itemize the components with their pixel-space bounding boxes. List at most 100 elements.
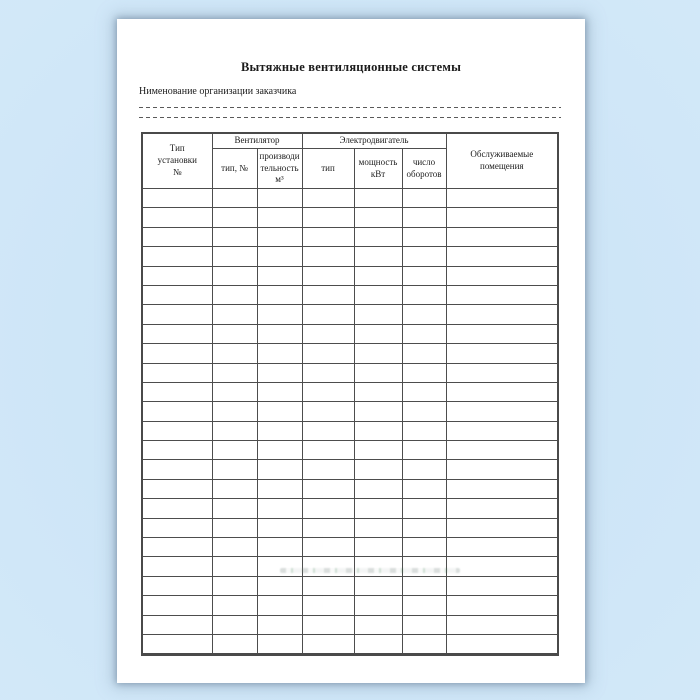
table-cell xyxy=(401,459,447,480)
table-cell xyxy=(445,226,559,248)
table-cell xyxy=(211,265,258,286)
table-cell xyxy=(301,420,355,442)
table-header: Тип установки № Вентилятор Электродвигат… xyxy=(141,132,559,189)
table-cell xyxy=(256,633,303,656)
table-cell xyxy=(141,459,213,480)
table-cell xyxy=(211,246,258,267)
table-cell xyxy=(445,246,559,267)
table-cell xyxy=(445,343,559,364)
table-cell xyxy=(445,556,559,577)
table-cell xyxy=(301,556,355,577)
table-cell xyxy=(256,420,303,442)
table-cell xyxy=(256,401,303,422)
table-cell xyxy=(353,246,403,267)
table-cell xyxy=(301,614,355,635)
table-row xyxy=(141,517,559,539)
table-cell xyxy=(141,284,213,306)
table-header-row-groups: Тип установки № Вентилятор Электродвигат… xyxy=(141,132,559,189)
table-row xyxy=(141,401,559,422)
table-cell xyxy=(401,478,447,500)
table-cell xyxy=(445,265,559,286)
table-row xyxy=(141,478,559,500)
table-cell xyxy=(401,420,447,442)
col-header-motor-speed: число оборотов xyxy=(401,148,447,189)
table-cell xyxy=(301,381,355,403)
table-cell xyxy=(353,304,403,325)
table-row xyxy=(141,633,559,656)
table-cell xyxy=(401,537,447,558)
table-cell xyxy=(211,440,258,461)
table-cell xyxy=(301,323,355,345)
table-cell xyxy=(301,633,355,656)
table-cell xyxy=(353,595,403,616)
table-cell xyxy=(256,246,303,267)
table-cell xyxy=(353,517,403,539)
table-cell xyxy=(301,478,355,500)
table-row xyxy=(141,537,559,558)
table-cell xyxy=(401,498,447,519)
table-body xyxy=(141,187,559,656)
table-cell xyxy=(445,207,559,228)
table-cell xyxy=(401,343,447,364)
table-cell xyxy=(353,498,403,519)
table-cell xyxy=(301,187,355,209)
table-cell xyxy=(401,595,447,616)
table-cell xyxy=(301,246,355,267)
table-cell xyxy=(445,614,559,635)
table-cell xyxy=(141,323,213,345)
table-cell xyxy=(301,401,355,422)
table-cell xyxy=(445,478,559,500)
table-row xyxy=(141,459,559,480)
table-cell xyxy=(211,459,258,480)
table-cell xyxy=(401,614,447,635)
table-cell xyxy=(141,614,213,635)
table-cell xyxy=(211,478,258,500)
table-row xyxy=(141,323,559,345)
table-cell xyxy=(256,284,303,306)
table-cell xyxy=(401,207,447,228)
table-row xyxy=(141,498,559,519)
table-cell xyxy=(211,343,258,364)
table-cell xyxy=(301,575,355,597)
table-row xyxy=(141,595,559,616)
table-cell xyxy=(445,381,559,403)
table-cell xyxy=(401,381,447,403)
table-cell xyxy=(445,633,559,656)
table-cell xyxy=(256,595,303,616)
table-cell xyxy=(211,614,258,635)
table-cell xyxy=(401,265,447,286)
table-cell xyxy=(353,323,403,345)
table-cell xyxy=(211,537,258,558)
table-cell xyxy=(445,575,559,597)
document-page: Вытяжные вентиляционные системы Нименова… xyxy=(117,19,585,683)
table-row xyxy=(141,187,559,209)
table-cell xyxy=(141,595,213,616)
table-row xyxy=(141,284,559,306)
table-cell xyxy=(401,556,447,577)
table-cell xyxy=(401,362,447,383)
org-name-label: Нименование организации заказчика xyxy=(139,86,297,97)
table-cell xyxy=(445,595,559,616)
table-cell xyxy=(301,343,355,364)
table-cell xyxy=(211,401,258,422)
table-cell xyxy=(445,284,559,306)
table-cell xyxy=(256,575,303,597)
table-cell xyxy=(353,362,403,383)
table-cell xyxy=(141,304,213,325)
table-cell xyxy=(353,343,403,364)
table-cell xyxy=(256,207,303,228)
table-cell xyxy=(211,420,258,442)
table-cell xyxy=(256,556,303,577)
table-cell xyxy=(401,633,447,656)
table-cell xyxy=(445,362,559,383)
table-cell xyxy=(256,498,303,519)
table-cell xyxy=(353,478,403,500)
table-cell xyxy=(141,478,213,500)
table-cell xyxy=(301,226,355,248)
table-cell xyxy=(301,498,355,519)
table-cell xyxy=(256,459,303,480)
table-cell xyxy=(301,284,355,306)
table-row xyxy=(141,575,559,597)
table-cell xyxy=(353,575,403,597)
